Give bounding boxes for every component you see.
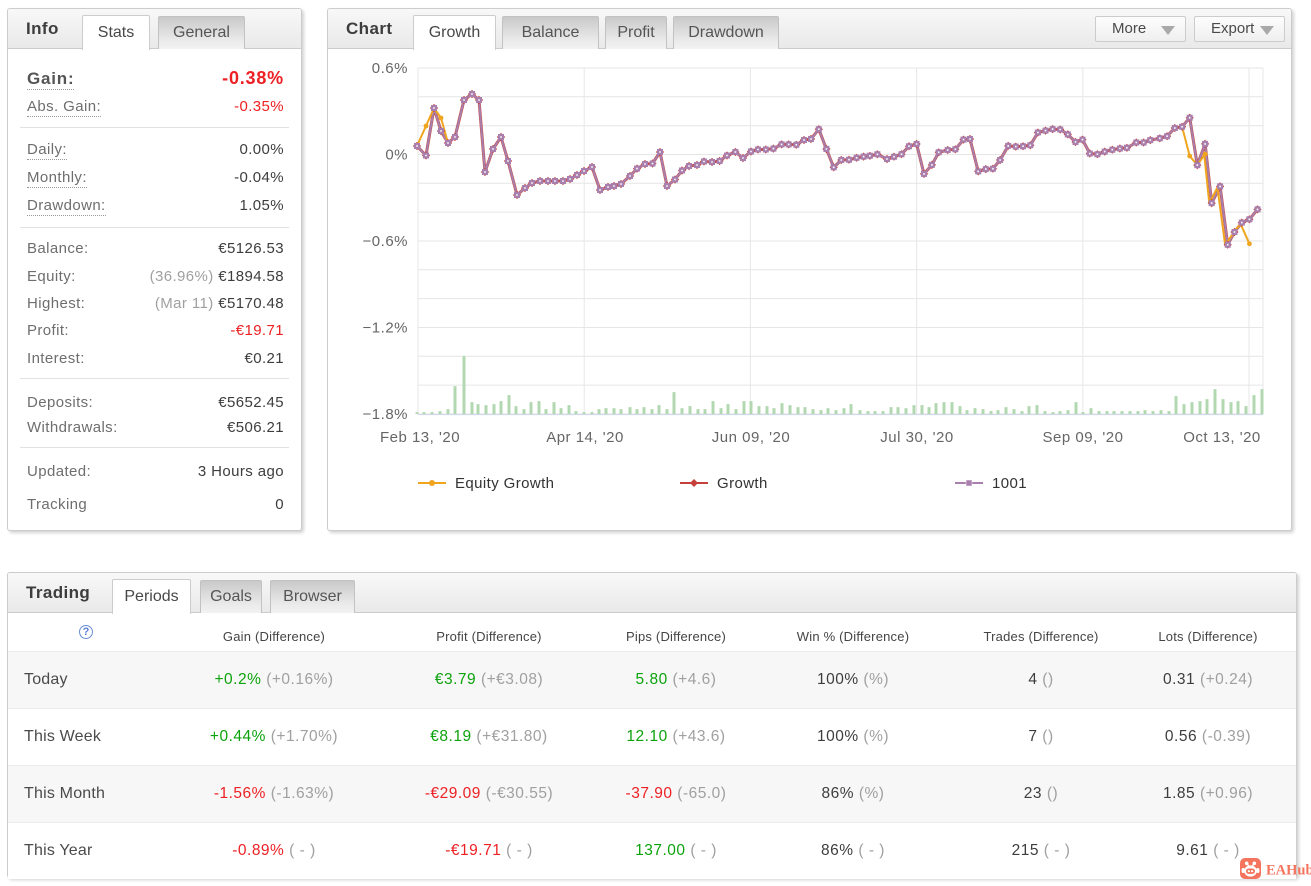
svg-text:Growth: Growth [717, 475, 768, 492]
svg-text:Feb 13, '20: Feb 13, '20 [380, 429, 460, 446]
svg-text:−1.2%: −1.2% [363, 320, 408, 337]
svg-text:Jul 30, '20: Jul 30, '20 [880, 429, 953, 446]
svg-text:Jun 09, '20: Jun 09, '20 [712, 429, 790, 446]
svg-text:−0.6%: −0.6% [363, 233, 408, 250]
svg-text:0%: 0% [385, 147, 408, 164]
svg-text:Equity Growth: Equity Growth [455, 475, 554, 492]
svg-text:Sep 09, '20: Sep 09, '20 [1043, 429, 1124, 446]
svg-text:0.6%: 0.6% [372, 60, 408, 77]
svg-text:Apr 14, '20: Apr 14, '20 [546, 429, 624, 446]
svg-text:−1.8%: −1.8% [363, 406, 408, 423]
svg-text:EAHub: EAHub [1266, 863, 1311, 879]
svg-text:1001: 1001 [992, 475, 1027, 492]
svg-text:Oct 13, '20: Oct 13, '20 [1183, 429, 1261, 446]
